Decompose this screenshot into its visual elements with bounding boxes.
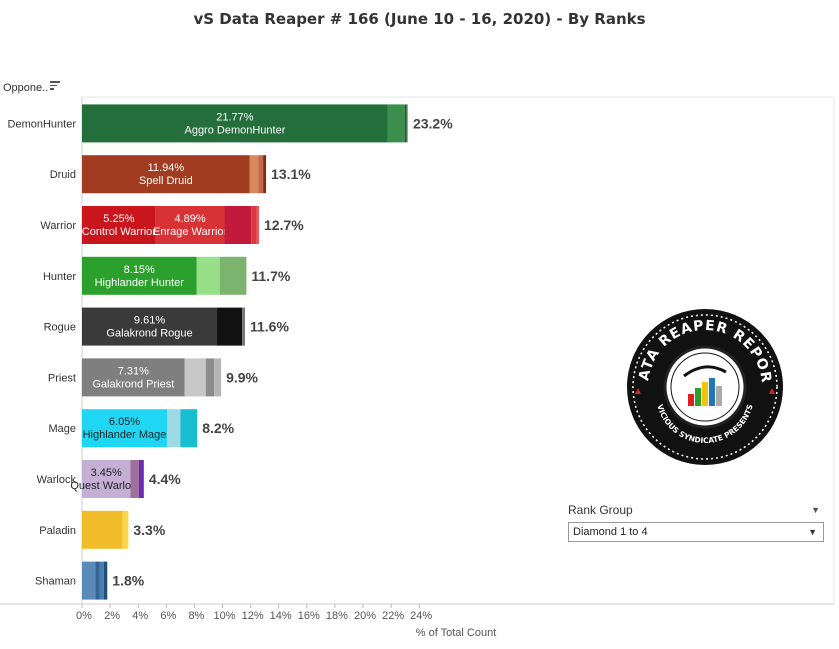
segment-archetype-label: Control Warrior: [82, 226, 156, 238]
rank-group-select[interactable]: Diamond 1 to 4 ▼: [568, 522, 824, 542]
segment-archetype-label: Spell Druid: [139, 175, 193, 187]
bar-segment: [214, 358, 222, 397]
x-axis-title: % of Total Count: [416, 627, 497, 639]
bar-segment: [180, 409, 198, 448]
x-tick-label: 24%: [410, 610, 432, 622]
bar-total-label: 8.2%: [202, 420, 234, 436]
bar-segment: [82, 155, 250, 194]
bar-segment: [167, 409, 181, 448]
x-tick-label: 6%: [160, 610, 176, 622]
x-tick-label: 16%: [298, 610, 320, 622]
category-label: DemonHunter: [8, 118, 77, 130]
segment-percent-label: 6.05%: [109, 416, 140, 428]
category-label: Druid: [50, 169, 76, 181]
bar-segment: [82, 561, 96, 600]
bar-segment: [249, 155, 259, 194]
category-label: Mage: [48, 423, 76, 435]
bar-total-label: 11.6%: [250, 319, 289, 335]
bar-segment: [387, 104, 405, 143]
bar-total-label: 12.7%: [264, 217, 304, 233]
x-tick-label: 4%: [132, 610, 148, 622]
category-label: Warrior: [40, 220, 76, 232]
bar-total-label: 4.4%: [149, 471, 181, 487]
x-tick-label: 10%: [213, 610, 235, 622]
bar-segment: [122, 510, 129, 549]
bar-segment: [263, 155, 267, 194]
chart-title: vS Data Reaper # 166 (June 10 - 16, 2020…: [193, 10, 646, 28]
x-tick-label: 18%: [326, 610, 348, 622]
segment-archetype-label: Galakrond Priest: [92, 378, 174, 390]
bar-segment: [82, 104, 388, 143]
segment-archetype-label: Highlander Hunter: [95, 277, 185, 289]
segment-archetype-label: Enrage Warrior: [153, 226, 228, 238]
segment-percent-label: 21.77%: [216, 111, 254, 123]
bar-segment: [95, 561, 100, 600]
x-tick-label: 0%: [76, 610, 92, 622]
segment-percent-label: 4.89%: [175, 213, 206, 225]
data-reaper-report-logo: DATA REAPER REPORT VICIOUS SYNDICATE PRE…: [626, 308, 783, 465]
bar-segment: [82, 206, 156, 244]
category-label: Rogue: [44, 322, 76, 334]
segment-percent-label: 5.25%: [103, 213, 134, 225]
bar-segment: [82, 510, 123, 549]
bar-segment: [242, 307, 245, 346]
bar-segment: [251, 206, 257, 244]
sort-icon[interactable]: [50, 81, 60, 91]
segment-percent-label: 9.61%: [134, 315, 165, 327]
bar-segment: [256, 206, 260, 244]
segment-archetype-label: Galakrond Rogue: [106, 328, 192, 340]
segment-archetype-label: Quest Warlock: [70, 480, 142, 492]
category-label: Hunter: [43, 271, 76, 283]
bar-segment: [82, 256, 197, 295]
bar-segment: [404, 104, 407, 143]
x-tick-label: 22%: [382, 610, 404, 622]
bar-total-label: 13.1%: [271, 166, 311, 182]
bar-segment: [217, 307, 243, 346]
bar-segment: [99, 561, 104, 600]
segment-archetype-label: Aggro DemonHunter: [184, 124, 285, 136]
x-tick-label: 14%: [270, 610, 292, 622]
category-label: Paladin: [39, 525, 76, 537]
segment-percent-label: 7.31%: [118, 365, 149, 377]
bar-total-label: 9.9%: [226, 369, 258, 385]
segment-percent-label: 3.45%: [91, 467, 122, 479]
bar-segment: [138, 460, 144, 498]
bar-segment: [82, 460, 131, 498]
x-tick-label: 2%: [104, 610, 120, 622]
bar-segment: [224, 206, 252, 244]
rank-group-selected: Diamond 1 to 4: [573, 526, 648, 538]
segment-percent-label: 8.15%: [124, 264, 155, 276]
filter-menu-icon[interactable]: ▼: [811, 505, 820, 515]
bar-segment: [155, 206, 225, 244]
category-label: Warlock: [37, 474, 77, 486]
bar-segment: [130, 460, 139, 498]
segment-archetype-label: Highlander Mage: [83, 429, 167, 441]
bar-segment: [196, 256, 220, 295]
bar-segment: [82, 358, 185, 397]
x-tick-label: 20%: [354, 610, 376, 622]
column-header[interactable]: Oppone..: [3, 82, 49, 94]
x-tick-label: 8%: [188, 610, 204, 622]
chevron-down-icon: ▼: [808, 527, 817, 537]
bar-total-label: 1.8%: [112, 573, 144, 589]
segment-percent-label: 11.94%: [148, 162, 185, 174]
bar-segment: [205, 358, 215, 397]
rank-group-title: Rank Group: [568, 503, 633, 517]
bar-total-label: 11.7%: [251, 268, 290, 284]
bar-segment: [82, 409, 168, 448]
bar-total-label: 23.2%: [413, 115, 453, 131]
bar-segment: [406, 104, 408, 143]
category-label: Priest: [48, 372, 76, 384]
bar-total-label: 3.3%: [133, 522, 165, 538]
bar-segment: [258, 155, 264, 194]
rank-group-filter: Rank Group ▼ Diamond 1 to 4 ▼: [568, 503, 824, 542]
x-tick-label: 12%: [242, 610, 264, 622]
bar-segment: [219, 256, 247, 295]
bar-segment: [184, 358, 206, 397]
bar-segment: [82, 307, 218, 346]
category-label: Shaman: [35, 576, 76, 588]
bar-segment: [103, 561, 108, 600]
